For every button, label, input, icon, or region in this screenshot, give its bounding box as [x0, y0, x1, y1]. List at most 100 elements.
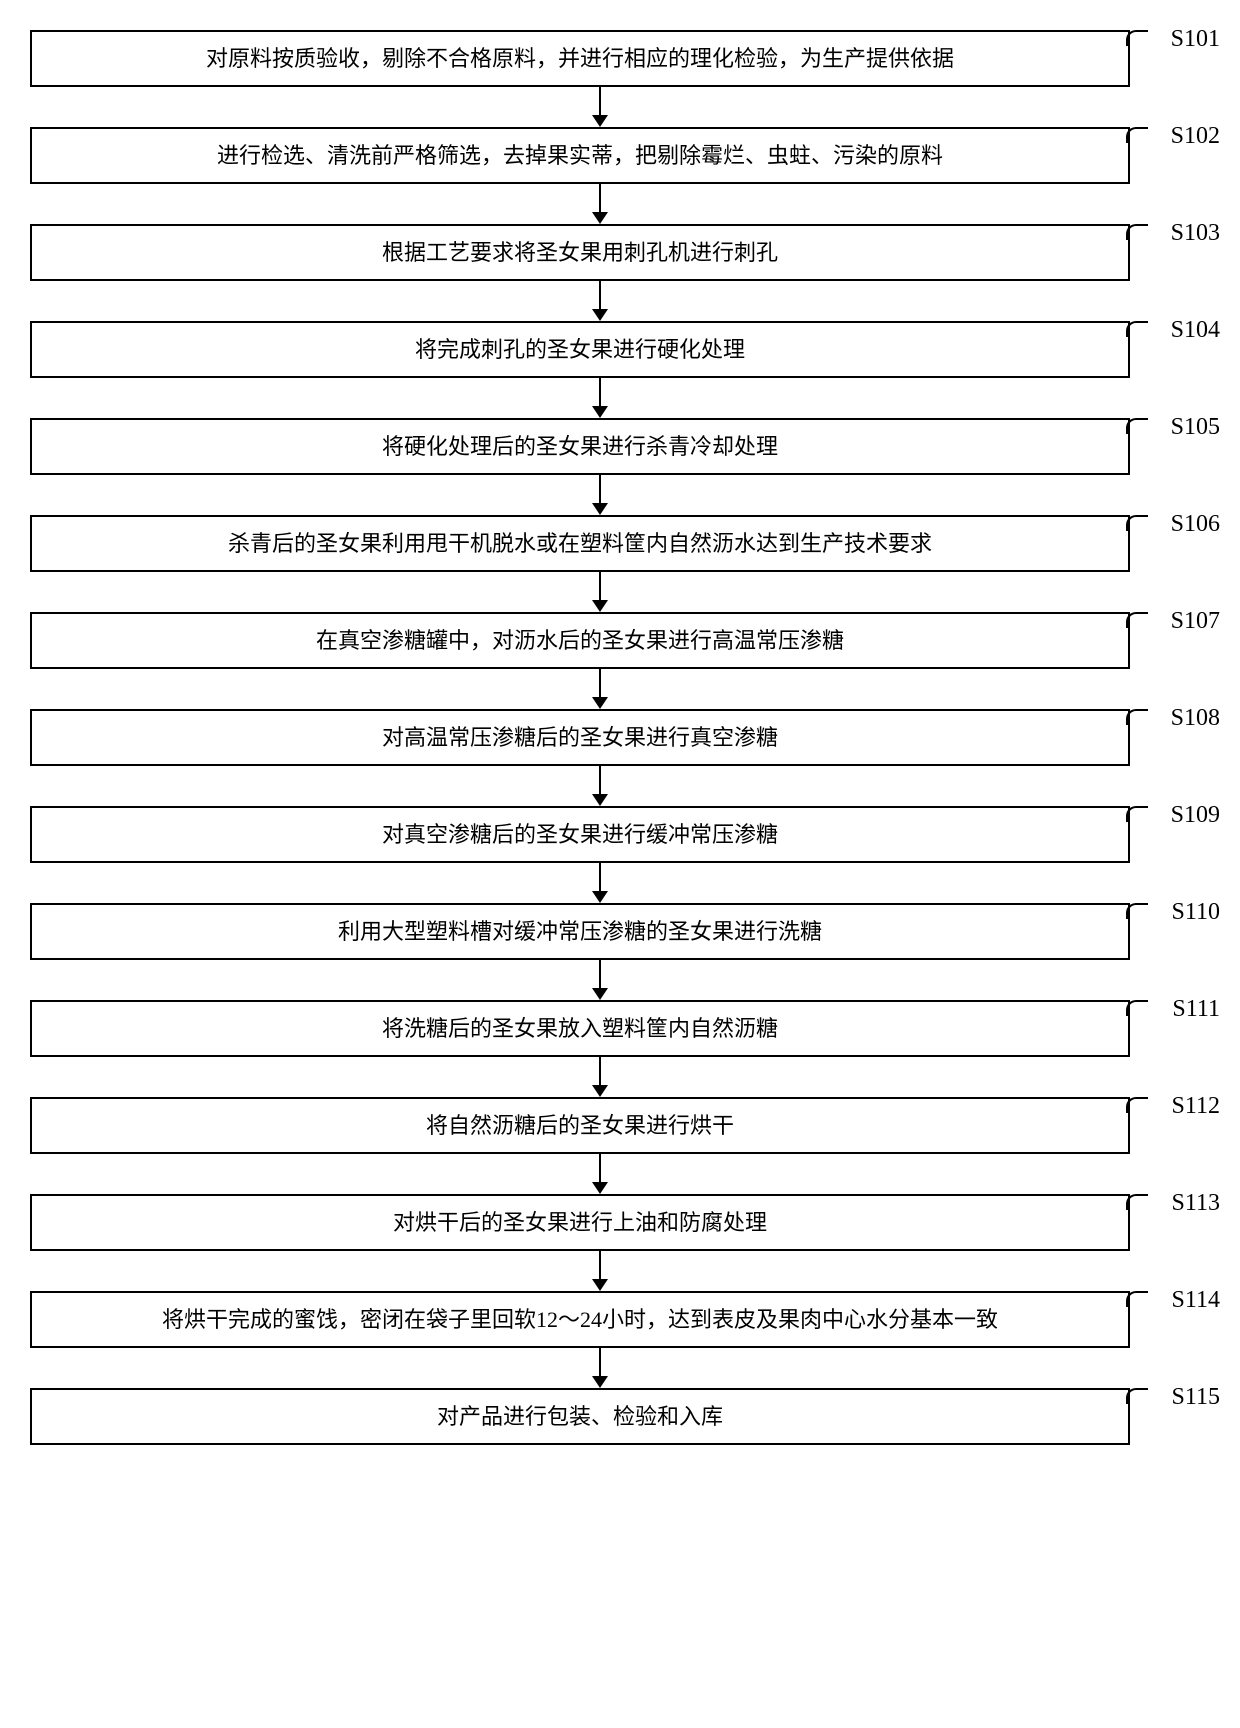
label-leader [1126, 806, 1148, 822]
step-label: S112 [1172, 1093, 1220, 1120]
step-row: 在真空渗糖罐中，对沥水后的圣女果进行高温常压渗糖S107 [20, 612, 1220, 669]
label-leader [1126, 1194, 1148, 1210]
arrow-down-icon [592, 1085, 608, 1097]
step-row: 对原料按质验收，剔除不合格原料，并进行相应的理化检验，为生产提供依据S101 [20, 30, 1220, 87]
arrow-down-icon [592, 115, 608, 127]
arrow-line [599, 87, 601, 115]
label-leader [1126, 30, 1148, 46]
step-row: 将完成刺孔的圣女果进行硬化处理S104 [20, 321, 1220, 378]
step-row: 对高温常压渗糖后的圣女果进行真空渗糖S108 [20, 709, 1220, 766]
arrow-down-icon [592, 309, 608, 321]
arrow-line [599, 1057, 601, 1085]
arrow-connector [20, 184, 1220, 224]
arrow-line [599, 184, 601, 212]
arrow-down-icon [592, 794, 608, 806]
step-label: S108 [1171, 705, 1220, 732]
arrow-connector [20, 1057, 1220, 1097]
step-box: 对产品进行包装、检验和入库 [30, 1388, 1130, 1445]
step-label: S110 [1172, 899, 1220, 926]
step-box: 对原料按质验收，剔除不合格原料，并进行相应的理化检验，为生产提供依据 [30, 30, 1130, 87]
arrow-down-icon [592, 1182, 608, 1194]
arrow-down-icon [592, 212, 608, 224]
step-label: S105 [1171, 414, 1220, 441]
arrow-connector [20, 1251, 1220, 1291]
arrow-line [599, 960, 601, 988]
arrow-down-icon [592, 1376, 608, 1388]
arrow-line [599, 863, 601, 891]
arrow-line [599, 1154, 601, 1182]
arrow-down-icon [592, 891, 608, 903]
arrow-line [599, 281, 601, 309]
label-leader [1126, 127, 1148, 143]
arrow-line [599, 669, 601, 697]
step-box: 将洗糖后的圣女果放入塑料筐内自然沥糖 [30, 1000, 1130, 1057]
arrow-connector [20, 1154, 1220, 1194]
step-box: 对高温常压渗糖后的圣女果进行真空渗糖 [30, 709, 1130, 766]
arrow-connector [20, 863, 1220, 903]
arrow-line [599, 378, 601, 406]
arrow-connector [20, 572, 1220, 612]
step-label: S109 [1171, 802, 1220, 829]
step-row: 将硬化处理后的圣女果进行杀青冷却处理S105 [20, 418, 1220, 475]
arrow-line [599, 572, 601, 600]
arrow-line [599, 1251, 601, 1279]
arrow-connector [20, 960, 1220, 1000]
step-box: 将自然沥糖后的圣女果进行烘干 [30, 1097, 1130, 1154]
step-label: S101 [1171, 26, 1220, 53]
step-row: 利用大型塑料槽对缓冲常压渗糖的圣女果进行洗糖S110 [20, 903, 1220, 960]
step-label: S107 [1171, 608, 1220, 635]
arrow-connector [20, 669, 1220, 709]
step-box: 将完成刺孔的圣女果进行硬化处理 [30, 321, 1130, 378]
label-leader [1126, 709, 1148, 725]
arrow-connector [20, 766, 1220, 806]
step-label: S104 [1171, 317, 1220, 344]
step-row: 杀青后的圣女果利用甩干机脱水或在塑料筐内自然沥水达到生产技术要求S106 [20, 515, 1220, 572]
arrow-down-icon [592, 600, 608, 612]
arrow-line [599, 766, 601, 794]
arrow-line [599, 475, 601, 503]
process-flowchart: 对原料按质验收，剔除不合格原料，并进行相应的理化检验，为生产提供依据S101 进行… [20, 30, 1220, 1445]
label-leader [1126, 224, 1148, 240]
step-box: 对真空渗糖后的圣女果进行缓冲常压渗糖 [30, 806, 1130, 863]
step-label: S102 [1171, 123, 1220, 150]
label-leader [1126, 612, 1148, 628]
step-box: 对烘干后的圣女果进行上油和防腐处理 [30, 1194, 1130, 1251]
step-row: 将烘干完成的蜜饯，密闭在袋子里回软12～24小时，达到表皮及果肉中心水分基本一致… [20, 1291, 1220, 1348]
step-box: 杀青后的圣女果利用甩干机脱水或在塑料筐内自然沥水达到生产技术要求 [30, 515, 1130, 572]
step-box: 将硬化处理后的圣女果进行杀青冷却处理 [30, 418, 1130, 475]
arrow-connector [20, 281, 1220, 321]
step-row: 对真空渗糖后的圣女果进行缓冲常压渗糖S109 [20, 806, 1220, 863]
step-label: S103 [1171, 220, 1220, 247]
label-leader [1126, 1000, 1148, 1016]
step-label: S113 [1172, 1190, 1220, 1217]
step-box: 在真空渗糖罐中，对沥水后的圣女果进行高温常压渗糖 [30, 612, 1130, 669]
arrow-down-icon [592, 697, 608, 709]
arrow-down-icon [592, 988, 608, 1000]
step-row: 将洗糖后的圣女果放入塑料筐内自然沥糖S111 [20, 1000, 1220, 1057]
step-label: S106 [1171, 511, 1220, 538]
arrow-down-icon [592, 503, 608, 515]
arrow-line [599, 1348, 601, 1376]
step-label: S115 [1172, 1384, 1220, 1411]
label-leader [1126, 1097, 1148, 1113]
step-box: 将烘干完成的蜜饯，密闭在袋子里回软12～24小时，达到表皮及果肉中心水分基本一致 [30, 1291, 1130, 1348]
step-row: 根据工艺要求将圣女果用刺孔机进行刺孔S103 [20, 224, 1220, 281]
label-leader [1126, 903, 1148, 919]
arrow-connector [20, 87, 1220, 127]
arrow-down-icon [592, 406, 608, 418]
step-box: 进行检选、清洗前严格筛选，去掉果实蒂，把剔除霉烂、虫蛀、污染的原料 [30, 127, 1130, 184]
label-leader [1126, 515, 1148, 531]
arrow-down-icon [592, 1279, 608, 1291]
step-row: 进行检选、清洗前严格筛选，去掉果实蒂，把剔除霉烂、虫蛀、污染的原料S102 [20, 127, 1220, 184]
label-leader [1126, 321, 1148, 337]
arrow-connector [20, 378, 1220, 418]
step-box: 根据工艺要求将圣女果用刺孔机进行刺孔 [30, 224, 1130, 281]
step-box: 利用大型塑料槽对缓冲常压渗糖的圣女果进行洗糖 [30, 903, 1130, 960]
label-leader [1126, 418, 1148, 434]
step-row: 将自然沥糖后的圣女果进行烘干S112 [20, 1097, 1220, 1154]
step-row: 对烘干后的圣女果进行上油和防腐处理S113 [20, 1194, 1220, 1251]
step-label: S114 [1172, 1287, 1220, 1314]
step-label: S111 [1172, 996, 1220, 1023]
arrow-connector [20, 1348, 1220, 1388]
label-leader [1126, 1291, 1148, 1307]
